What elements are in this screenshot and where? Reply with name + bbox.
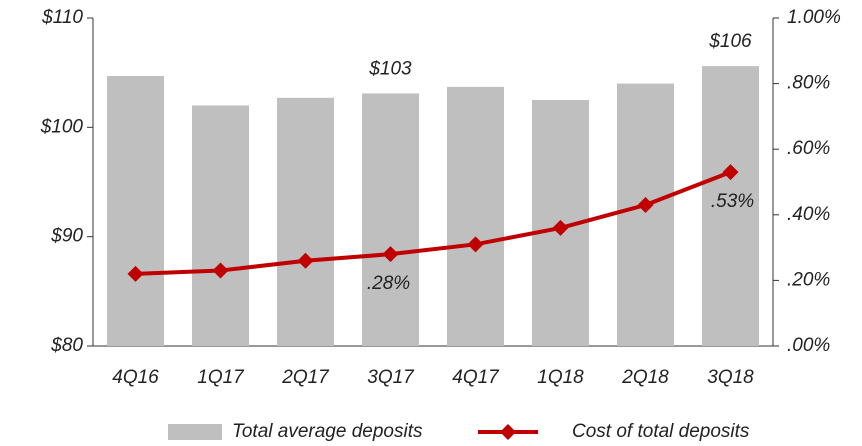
line-marker [382,246,399,263]
legend-swatch [168,424,222,440]
line-value-label: .28% [367,273,410,294]
y2-tick-label: .20% [787,269,830,290]
y2-tick-label: .40% [787,204,830,225]
x-tick-label: 4Q16 [112,367,159,388]
bar-value-label: $103 [368,58,412,79]
legend-marker [500,424,516,440]
bar [702,66,759,347]
y2-tick-label: 1.00% [787,7,841,28]
bar [362,93,419,346]
line [135,170,732,276]
y2-tick-label: .80% [787,73,830,94]
legend-label: Total average deposits [232,421,423,442]
bar [447,86,504,346]
line-marker [637,196,654,213]
line-marker [127,265,144,282]
line-value-label: .53% [711,191,754,212]
y-tick-label: $110 [41,7,83,28]
y-tick-label: $80 [50,335,83,356]
x-tick-label: 4Q17 [452,367,500,388]
line-marker [467,236,484,253]
bar [107,75,164,347]
x-tick-label: 3Q17 [367,367,415,388]
legend-label: Cost of total deposits [572,421,750,442]
bar [192,105,249,346]
bar [277,97,334,347]
line-marker [297,252,314,269]
line-marker [552,219,569,236]
x-tick-label: 3Q18 [707,367,754,388]
y-tick-label: $90 [50,226,83,247]
y-tick-label: $100 [40,116,84,137]
bar-value-label: $106 [708,31,752,52]
line-marker [212,262,229,279]
y2-tick-label: .60% [787,138,830,159]
y2-tick-label: .00% [787,335,830,356]
bar [617,83,674,346]
x-tick-label: 2Q17 [281,367,330,388]
x-tick-label: 2Q18 [621,367,669,388]
x-tick-label: 1Q17 [197,367,245,388]
x-tick-label: 1Q18 [537,367,584,388]
line-marker [722,164,739,181]
